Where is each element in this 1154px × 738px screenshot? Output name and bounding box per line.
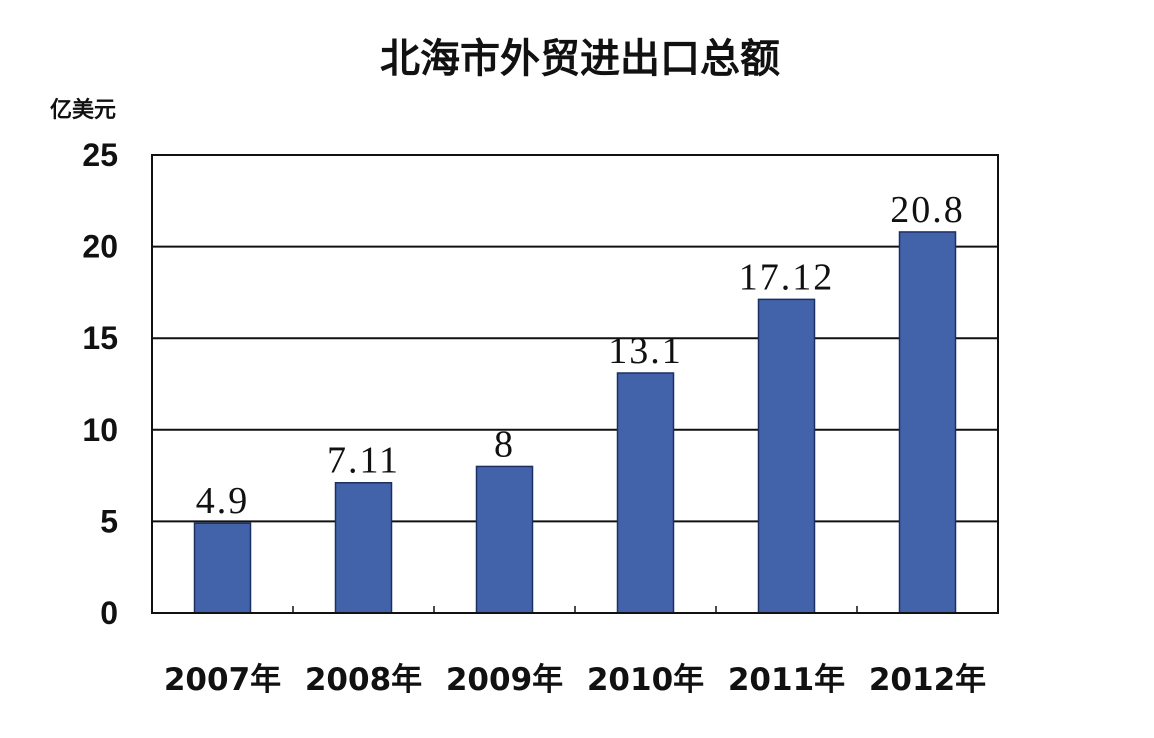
x-tick-label: 2008年 xyxy=(305,662,422,698)
bars xyxy=(193,231,957,614)
bar xyxy=(616,372,675,614)
chart-title: 北海市外贸进出口总额 xyxy=(380,36,780,82)
bar xyxy=(475,465,534,614)
plot-border xyxy=(151,154,999,614)
y-tick-label: 25 xyxy=(82,137,118,173)
bar xyxy=(898,231,957,614)
x-axis-ticks: 2007年 2008年 2009年 2010年 2011年 2012年 xyxy=(164,662,986,698)
gridlines xyxy=(152,245,998,613)
bar xyxy=(334,481,393,614)
y-axis-ticks: 0 5 10 15 20 25 xyxy=(82,137,118,631)
x-tick-label: 2007年 xyxy=(164,662,281,698)
data-label: 20.8 xyxy=(890,189,965,231)
data-label: 17.12 xyxy=(739,256,835,298)
y-axis-unit-label: 亿美元 xyxy=(50,97,116,123)
x-tick-label: 2009年 xyxy=(446,662,563,698)
x-tick-label: 2012年 xyxy=(869,662,986,698)
data-label: 13.1 xyxy=(608,330,683,372)
y-tick-label: 10 xyxy=(82,412,118,448)
data-labels: 4.9 7.11 8 13.1 17.12 20.8 xyxy=(196,189,965,522)
x-tick-label: 2011年 xyxy=(728,662,845,698)
data-label: 7.11 xyxy=(327,440,400,482)
y-tick-label: 20 xyxy=(82,229,118,265)
plot-frame xyxy=(151,154,999,614)
x-tick-label: 2010年 xyxy=(587,662,704,698)
y-tick-label: 5 xyxy=(100,503,118,539)
y-tick-label: 0 xyxy=(100,595,118,631)
bar xyxy=(757,298,816,614)
data-label: 4.9 xyxy=(196,480,250,522)
data-label: 8 xyxy=(494,423,515,465)
y-tick-label: 15 xyxy=(82,320,118,356)
bar xyxy=(193,522,252,614)
